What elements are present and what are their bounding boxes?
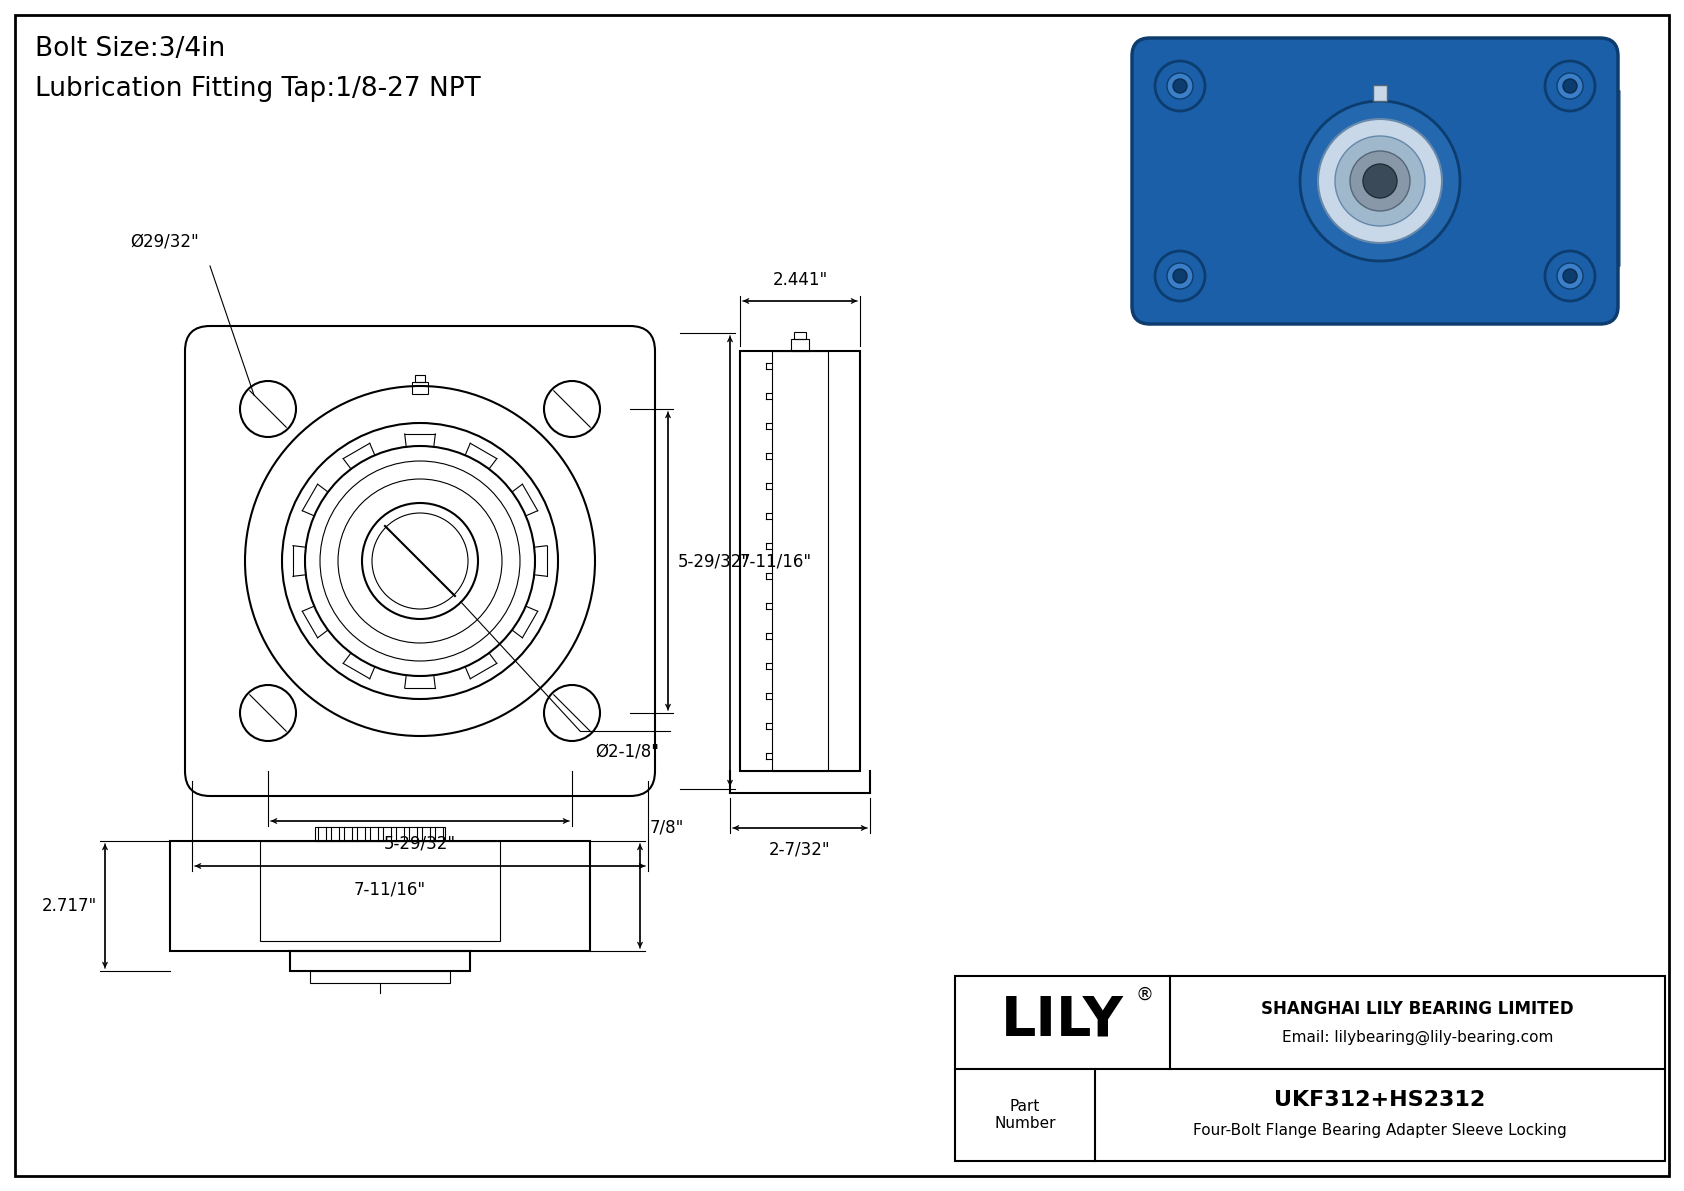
Bar bbox=[290, 950, 470, 971]
Bar bbox=[791, 339, 808, 351]
Circle shape bbox=[1300, 101, 1460, 261]
Text: ®: ® bbox=[1137, 986, 1154, 1004]
Bar bbox=[739, 351, 861, 771]
Text: 2-7/32": 2-7/32" bbox=[770, 840, 830, 858]
Circle shape bbox=[1362, 164, 1398, 198]
Text: 7-11/16": 7-11/16" bbox=[354, 880, 426, 898]
Circle shape bbox=[1155, 251, 1206, 301]
Circle shape bbox=[1563, 79, 1576, 93]
Bar bbox=[259, 841, 500, 941]
Bar bbox=[310, 971, 450, 983]
Bar bbox=[170, 841, 589, 950]
Circle shape bbox=[1544, 61, 1595, 111]
Bar bbox=[413, 382, 428, 394]
Text: 7/8": 7/8" bbox=[650, 818, 684, 836]
Text: 5-29/32": 5-29/32" bbox=[384, 835, 456, 853]
Bar bbox=[793, 332, 807, 339]
Bar bbox=[771, 351, 829, 771]
Text: UKF312+HS2312: UKF312+HS2312 bbox=[1275, 1090, 1485, 1110]
Text: Lubrication Fitting Tap:1/8-27 NPT: Lubrication Fitting Tap:1/8-27 NPT bbox=[35, 76, 480, 102]
Circle shape bbox=[1155, 61, 1206, 111]
Text: Ø29/32": Ø29/32" bbox=[130, 233, 199, 251]
Polygon shape bbox=[1600, 76, 1620, 281]
Circle shape bbox=[1351, 151, 1410, 211]
Circle shape bbox=[1558, 73, 1583, 99]
Circle shape bbox=[1167, 263, 1192, 289]
Text: 2.717": 2.717" bbox=[42, 897, 98, 915]
Text: 7-11/16": 7-11/16" bbox=[739, 551, 812, 570]
Bar bbox=[315, 827, 445, 841]
Circle shape bbox=[1167, 73, 1192, 99]
Circle shape bbox=[1544, 251, 1595, 301]
Text: Four-Bolt Flange Bearing Adapter Sleeve Locking: Four-Bolt Flange Bearing Adapter Sleeve … bbox=[1194, 1122, 1566, 1137]
Text: Part
Number: Part Number bbox=[994, 1099, 1056, 1131]
Text: Bolt Size:3/4in: Bolt Size:3/4in bbox=[35, 36, 226, 62]
Circle shape bbox=[1563, 269, 1576, 283]
Bar bbox=[414, 375, 424, 382]
Text: SHANGHAI LILY BEARING LIMITED: SHANGHAI LILY BEARING LIMITED bbox=[1261, 1000, 1575, 1018]
Bar bbox=[955, 975, 1665, 1161]
Circle shape bbox=[1335, 136, 1425, 226]
Text: 2.441": 2.441" bbox=[773, 272, 827, 289]
FancyBboxPatch shape bbox=[1132, 38, 1618, 324]
Circle shape bbox=[1558, 263, 1583, 289]
Text: Ø2-1/8": Ø2-1/8" bbox=[594, 743, 658, 761]
Text: Email: lilybearing@lily-bearing.com: Email: lilybearing@lily-bearing.com bbox=[1282, 1029, 1553, 1045]
Circle shape bbox=[1174, 269, 1187, 283]
Circle shape bbox=[1319, 119, 1442, 243]
Bar bbox=[1372, 85, 1388, 101]
Text: 5-29/32": 5-29/32" bbox=[679, 551, 749, 570]
Text: LILY: LILY bbox=[1000, 994, 1123, 1048]
Circle shape bbox=[1174, 79, 1187, 93]
